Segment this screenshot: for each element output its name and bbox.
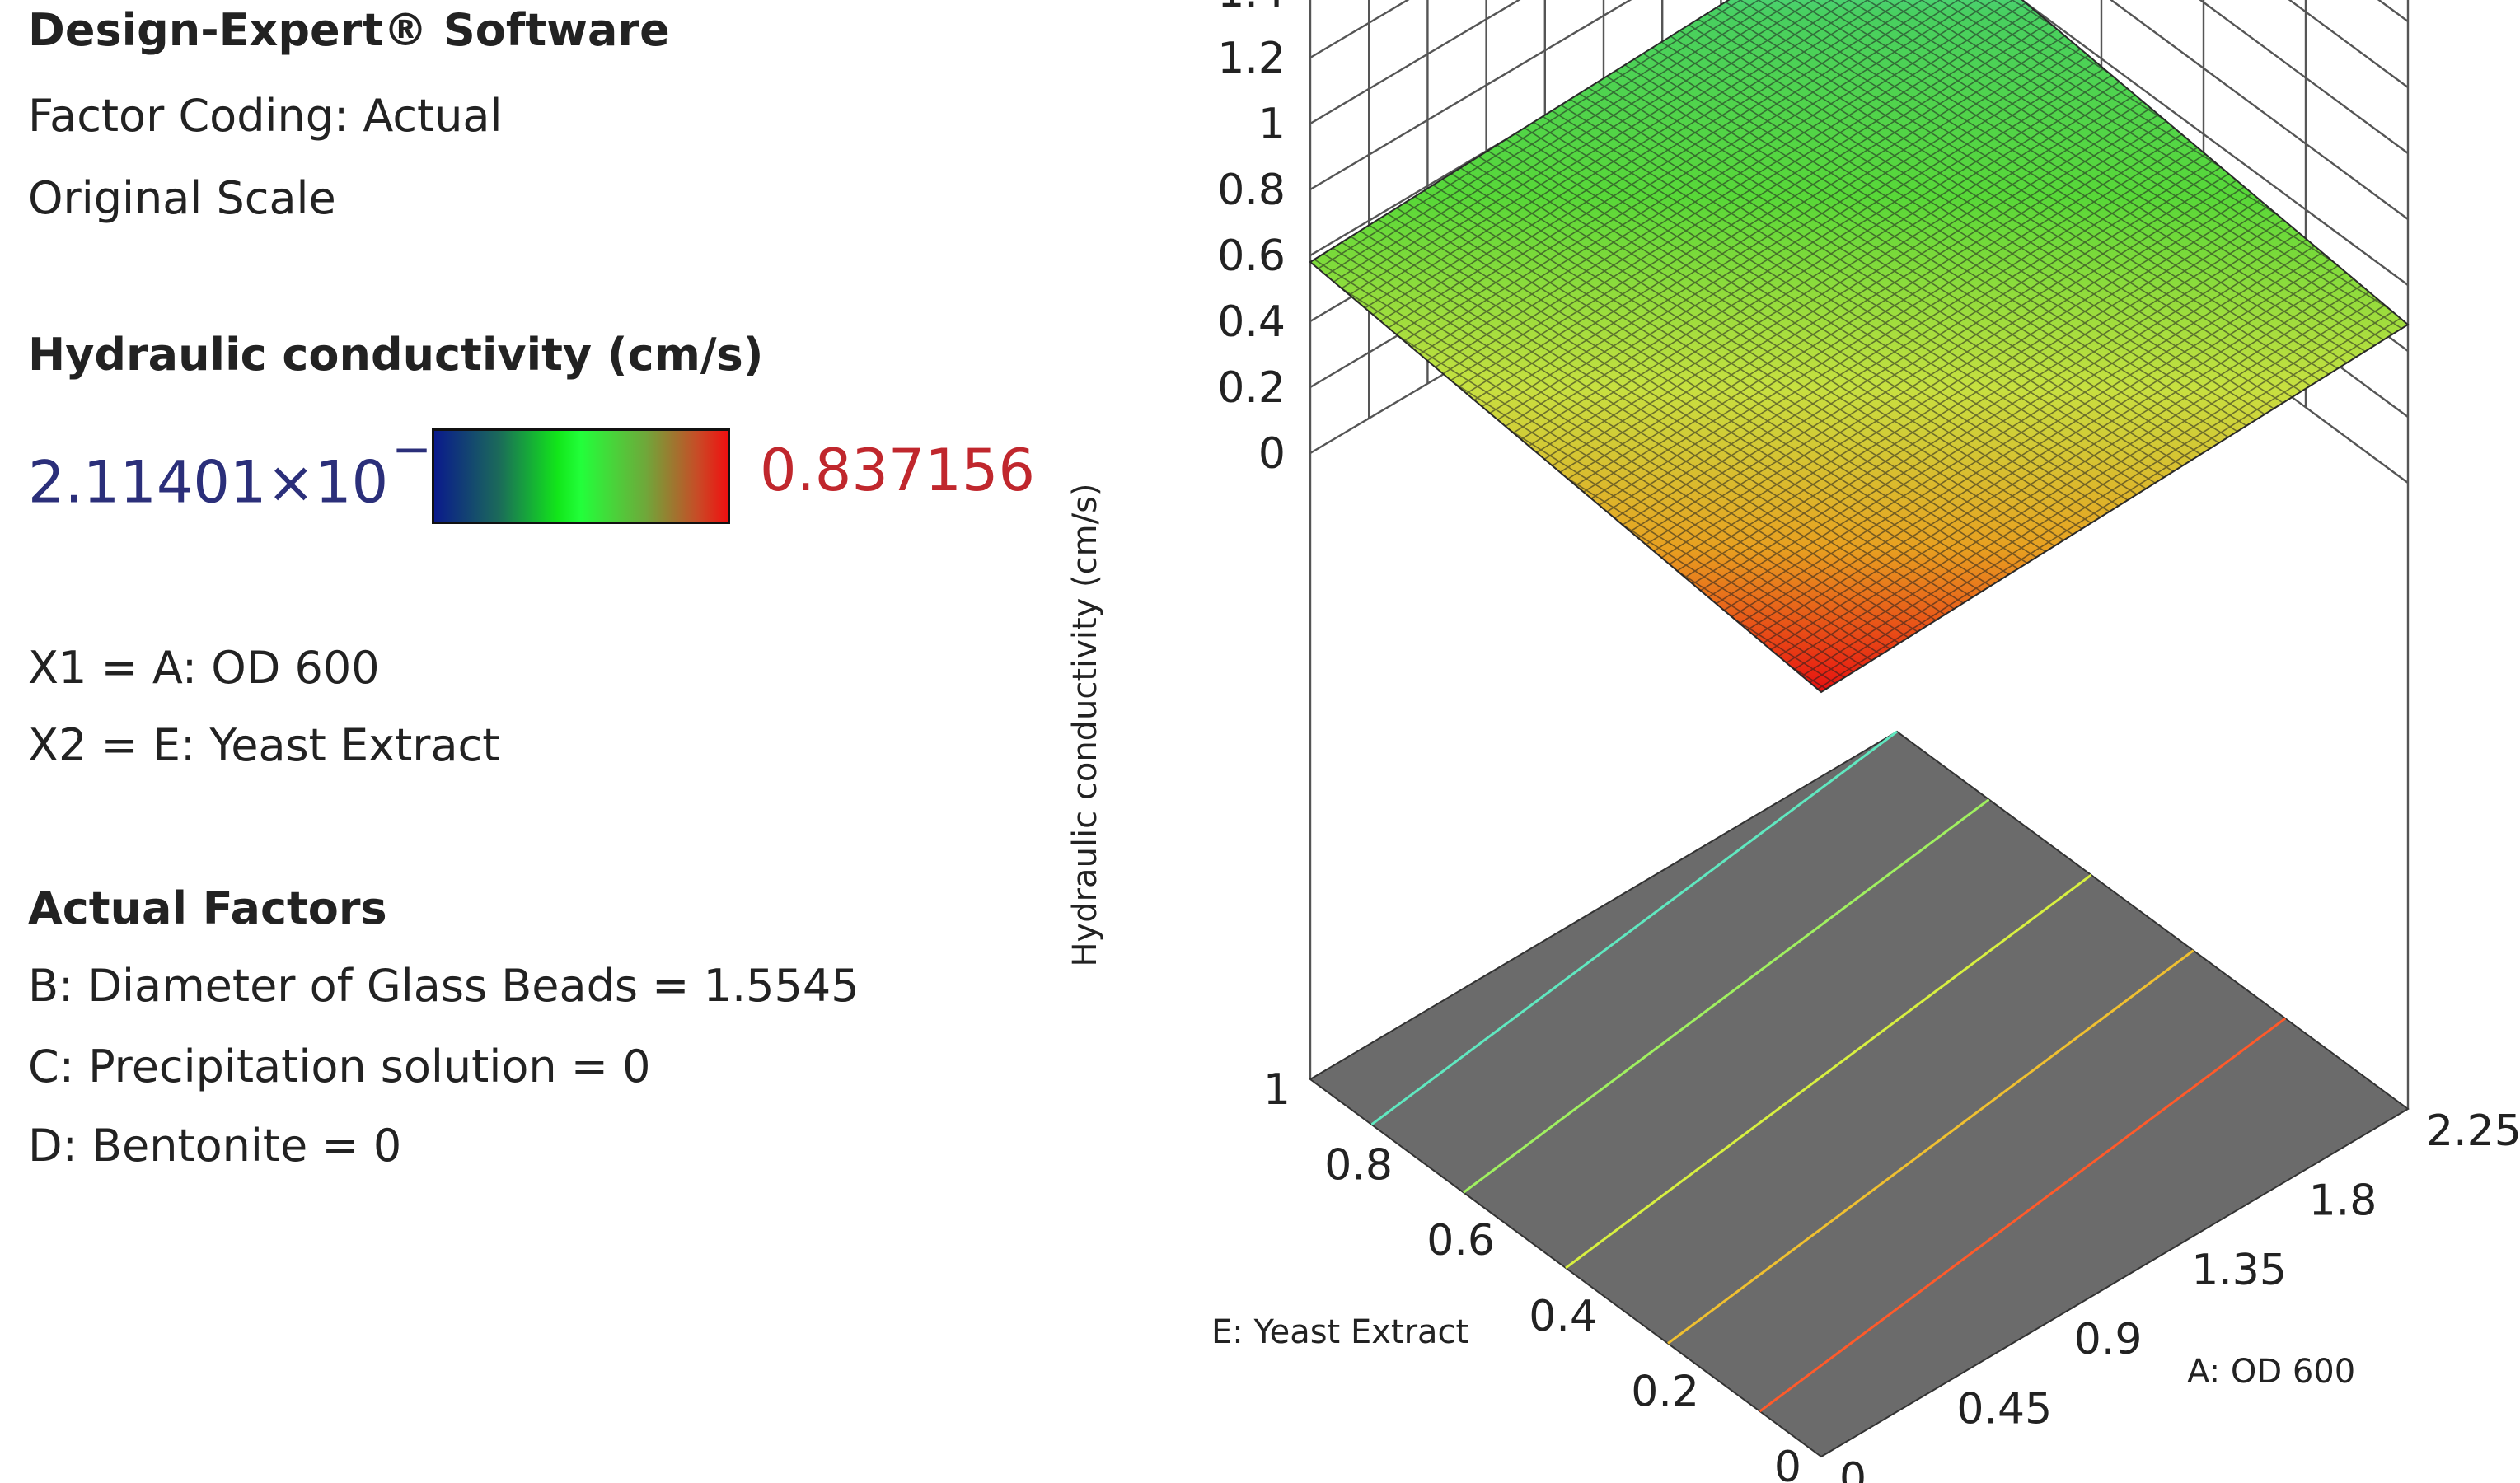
e-tick-label: 0.8 [1324, 1141, 1393, 1191]
floor-contour-line [1667, 949, 2194, 1345]
axis-labels: Hydraulic conductivity (cm/s) E: Yeast Ex… [1066, 483, 2355, 1391]
axis-ticks: 00.20.40.60.811.21.41.600.20.40.60.8100.… [1217, 0, 2520, 1483]
wall-gridline [1309, 0, 1632, 191]
e-tick-label: 0.4 [1529, 1292, 1597, 1341]
a-tick-label: 1.8 [2309, 1176, 2377, 1225]
e-tick-label: 0 [1774, 1443, 1801, 1483]
a-tick-label: 2.25 [2426, 1106, 2520, 1156]
factor-x1: X1 = A: OD 600 [28, 642, 380, 694]
factor-coding: Factor Coding: Actual [28, 90, 503, 142]
a-tick-label: 0.45 [1956, 1385, 2052, 1434]
e-tick-label: 1 [1263, 1065, 1290, 1115]
actual-factors-title: Actual Factors [28, 882, 387, 934]
z-tick-label: 0.2 [1217, 363, 1286, 413]
a-tick-label: 1.35 [2191, 1246, 2287, 1295]
a-tick-label: 0.9 [2074, 1315, 2143, 1364]
wall-gridline [2109, 0, 2409, 220]
wall-gridline [2020, 0, 2409, 286]
actual-factor-c: C: Precipitation solution = 0 [28, 1041, 651, 1092]
floor-contour-line [1463, 798, 1990, 1194]
z-tick-label: 0.4 [1217, 297, 1286, 347]
actual-factor-d: D: Bentonite = 0 [28, 1120, 402, 1172]
info-panel: Design-Expert® Software Factor Coding: A… [28, 0, 1050, 1483]
floor-plane [1309, 730, 2410, 1458]
response-surface [1309, 0, 2410, 694]
e-tick-label: 0.6 [1426, 1216, 1495, 1265]
z-tick-label: 0.8 [1217, 166, 1286, 215]
surface-mesh [1310, 0, 2408, 692]
floor-contour-plane [1309, 730, 2410, 1458]
factor-x2: X2 = E: Yeast Extract [28, 719, 500, 771]
a-tick-label: 0 [1839, 1454, 1867, 1483]
a-axis-label: A: OD 600 [2187, 1353, 2355, 1391]
e-tick-label: 0.2 [1631, 1367, 1699, 1416]
z-tick-label: 1 [1258, 100, 1286, 149]
z-tick-label: 1.4 [1217, 0, 1286, 17]
legend-title: Hydraulic conductivity (cm/s) [28, 329, 764, 381]
floor-contour-line [1759, 1017, 2287, 1413]
actual-factor-b: B: Diameter of Glass Beads = 1.5545 [28, 960, 860, 1012]
floor-contour-line [1565, 873, 2092, 1270]
wall-gridline [2288, 0, 2409, 88]
legend-max-value: 0.837156 [760, 437, 1036, 504]
legend-min-base: 2.11401×10 [28, 448, 389, 517]
wall-gridline [2199, 0, 2409, 154]
software-title: Design-Expert® Software [28, 4, 670, 56]
wall-gridline [1309, 0, 1521, 125]
e-axis-label: E: Yeast Extract [1211, 1313, 1468, 1351]
z-tick-label: 0 [1258, 429, 1286, 479]
colorbar [432, 428, 730, 524]
z-axis-label: Hydraulic conductivity (cm/s) [1066, 483, 1104, 966]
z-tick-label: 1.2 [1217, 34, 1286, 83]
scale-label: Original Scale [28, 172, 336, 224]
z-tick-label: 0.6 [1217, 232, 1286, 281]
floor-contour-line [1370, 730, 1898, 1126]
